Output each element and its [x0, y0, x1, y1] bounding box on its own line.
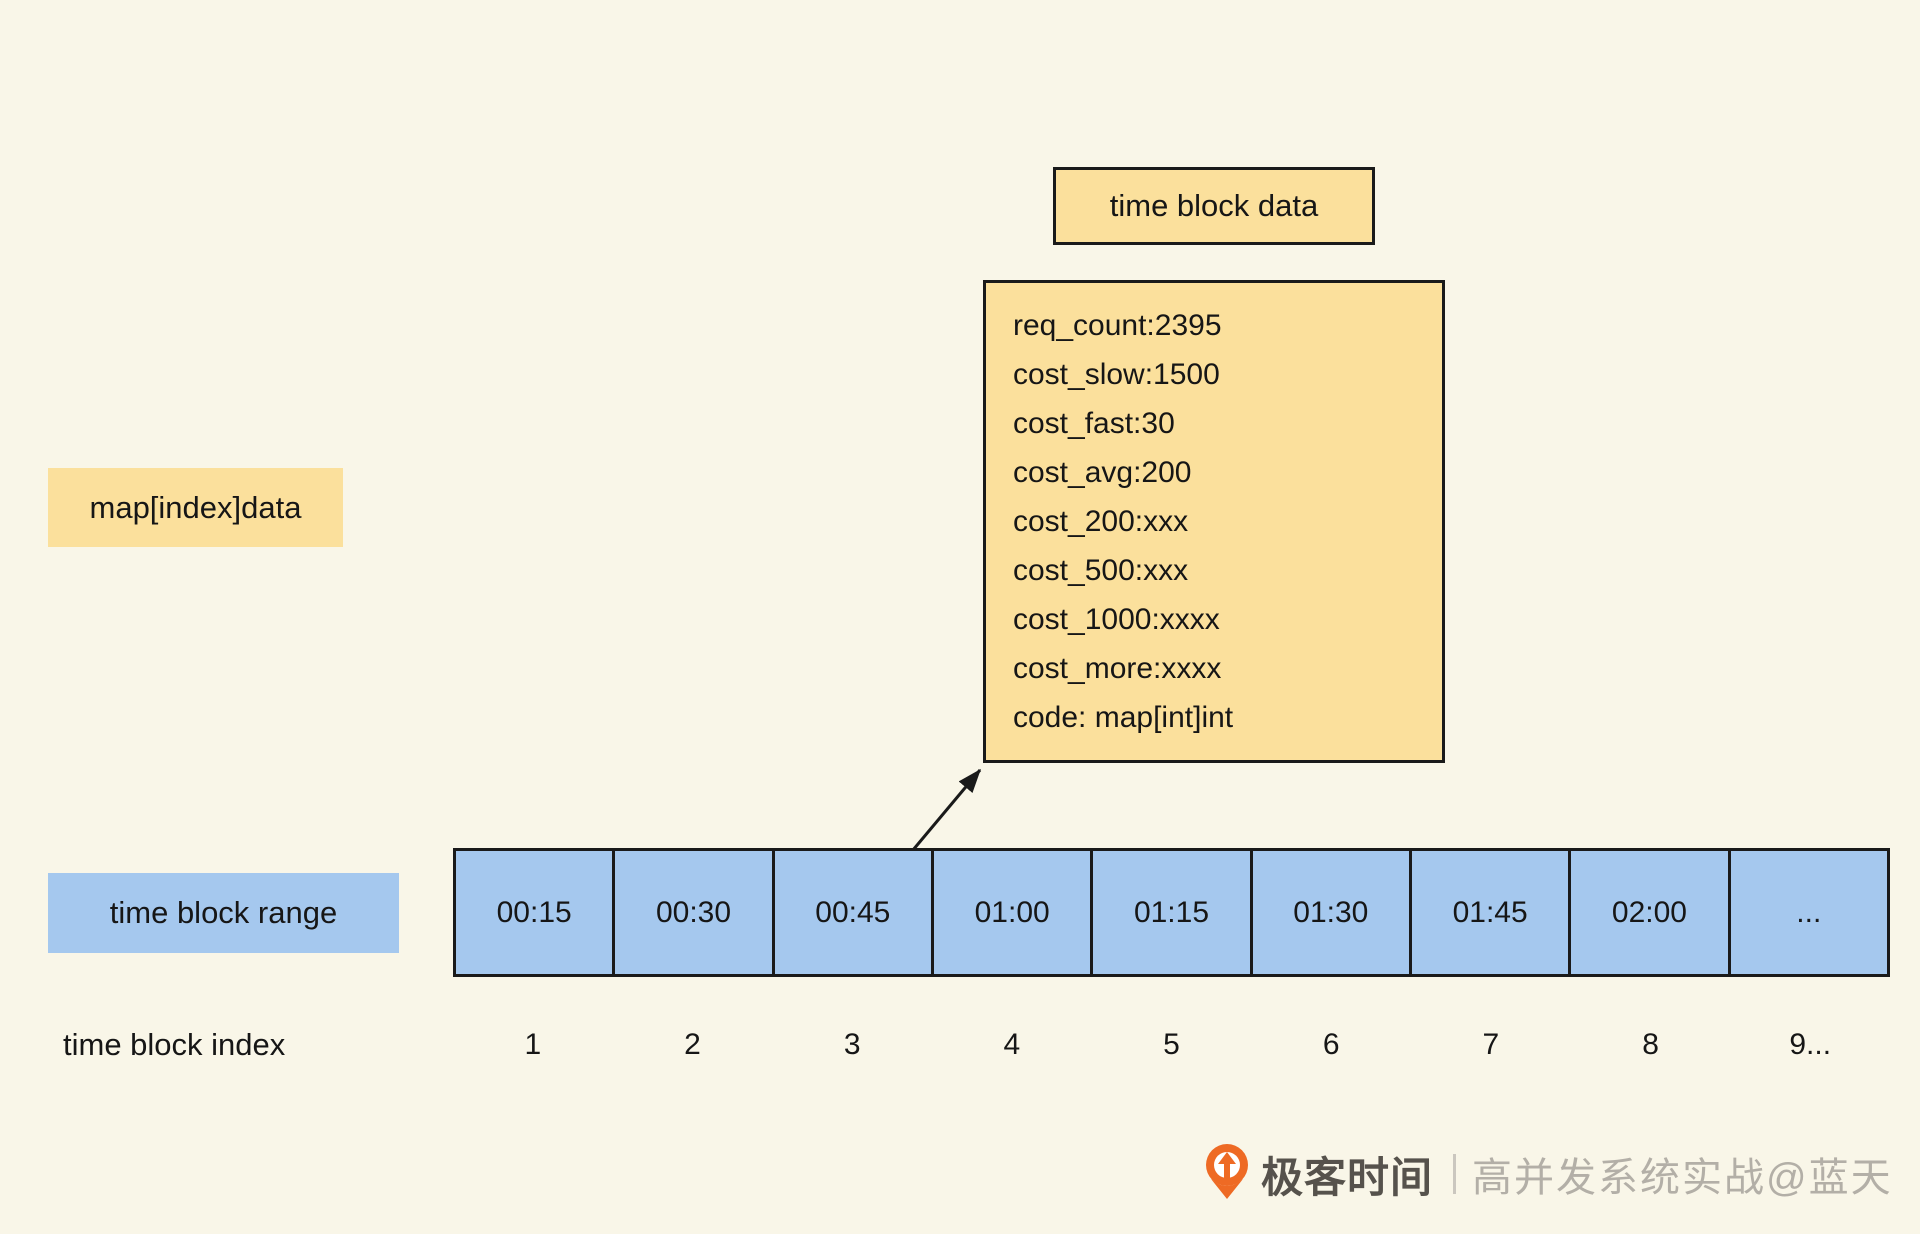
time-block-data-box: req_count:2395 cost_slow:1500 cost_fast:30…: [983, 280, 1445, 763]
geektime-pin-logo-icon: [1206, 1144, 1248, 1199]
time-block-cell: 02:00: [1568, 851, 1727, 974]
time-block-index-value: 8: [1642, 1028, 1659, 1061]
footer-divider: [1453, 1154, 1457, 1194]
time-block-cell: 00:45: [771, 851, 931, 974]
time-block-index-value: 2: [684, 1028, 701, 1061]
time-block-data-title-box: time block data: [1053, 167, 1375, 245]
time-block-grid: 00:15 00:30 00:45 01:00 01:15 01:30 01:45 02:00…: [453, 848, 1890, 977]
time-block-range-label: time block range: [48, 873, 399, 953]
data-field-line: req_count:2395: [1013, 309, 1222, 342]
time-block-index-value: 7: [1482, 1028, 1500, 1061]
data-field-line: cost_1000:xxxx: [1013, 603, 1220, 636]
time-block-index-row: 1 2 3 4 5 6 7 8 9...: [453, 1024, 1890, 1066]
data-field-line: code: map[int]int: [1013, 701, 1234, 734]
data-field-line: cost_more:xxxx: [1013, 652, 1222, 685]
data-field-line: cost_200:xxx: [1013, 505, 1189, 538]
time-block-index-label: time block index: [63, 1027, 286, 1062]
time-block-index-value: 1: [524, 1028, 542, 1061]
time-block-cell: 01:00: [930, 851, 1090, 974]
data-field-list: req_count:2395 cost_slow:1500 cost_fast:30…: [1013, 301, 1432, 742]
footer-watermark: 极客时间 高并发系统实战@蓝天: [1205, 1138, 1893, 1210]
map-index-data-label: map[index]data: [48, 468, 343, 547]
time-block-cell: 00:15: [496, 895, 572, 929]
data-field-line: cost_avg:200: [1013, 456, 1192, 489]
time-block-cell: 01:45: [1408, 851, 1568, 974]
footer-credit-text: 高并发系统实战@蓝天: [1472, 1156, 1893, 1200]
time-block-cell: 01:15: [1090, 851, 1249, 974]
time-block-index-value: 9...: [1789, 1028, 1832, 1061]
data-field-line: cost_500:xxx: [1013, 554, 1189, 587]
arrow-to-data-box-icon: [911, 768, 982, 851]
time-block-index-value: 6: [1322, 1028, 1340, 1061]
time-block-index-value: 4: [1003, 1028, 1021, 1061]
time-block-cell: ...: [1727, 851, 1887, 974]
time-block-cell: 00:30: [612, 851, 771, 974]
data-field-line: cost_fast:30: [1013, 407, 1175, 440]
time-block-index-value: 5: [1163, 1028, 1180, 1061]
footer-brand-text: 极客时间: [1261, 1153, 1434, 1201]
time-block-cell: 01:30: [1249, 851, 1409, 974]
data-field-line: cost_slow:1500: [1013, 358, 1220, 391]
time-block-index-value: 3: [843, 1028, 861, 1061]
